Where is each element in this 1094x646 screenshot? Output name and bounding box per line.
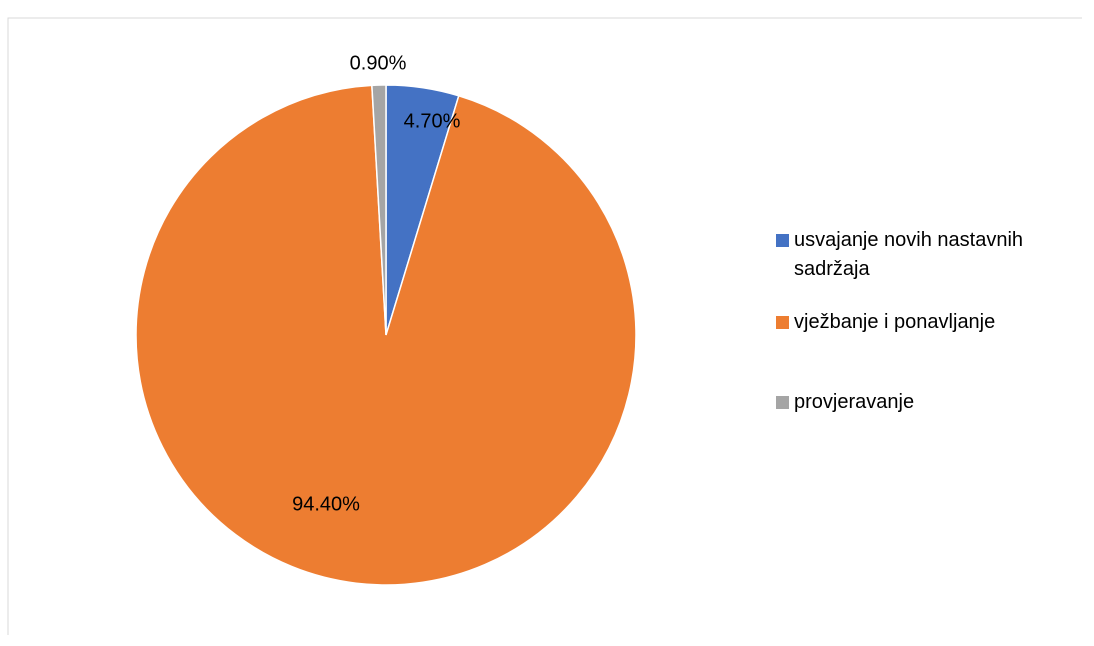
data-label: 4.70% [404,110,461,132]
legend-item: provjeravanje [776,388,1086,417]
legend-item: vježbanje i ponavljanje [776,308,1086,337]
legend-swatch [776,316,789,329]
pie-slice [135,84,637,586]
legend-swatch [776,396,789,409]
legend-item: usvajanje novih nastavnih sadržaja [776,226,1086,284]
data-label: 0.90% [350,52,407,74]
legend-label: vježbanje i ponavljanje [794,311,996,333]
legend-label: usvajanje novih nastavnih sadržaja [794,229,1024,280]
legend-swatch [776,234,789,247]
chart-frame [7,17,1082,635]
legend-label: provjeravanje [794,391,915,413]
data-label: 94.40% [292,493,360,515]
pie-slice [371,84,387,336]
